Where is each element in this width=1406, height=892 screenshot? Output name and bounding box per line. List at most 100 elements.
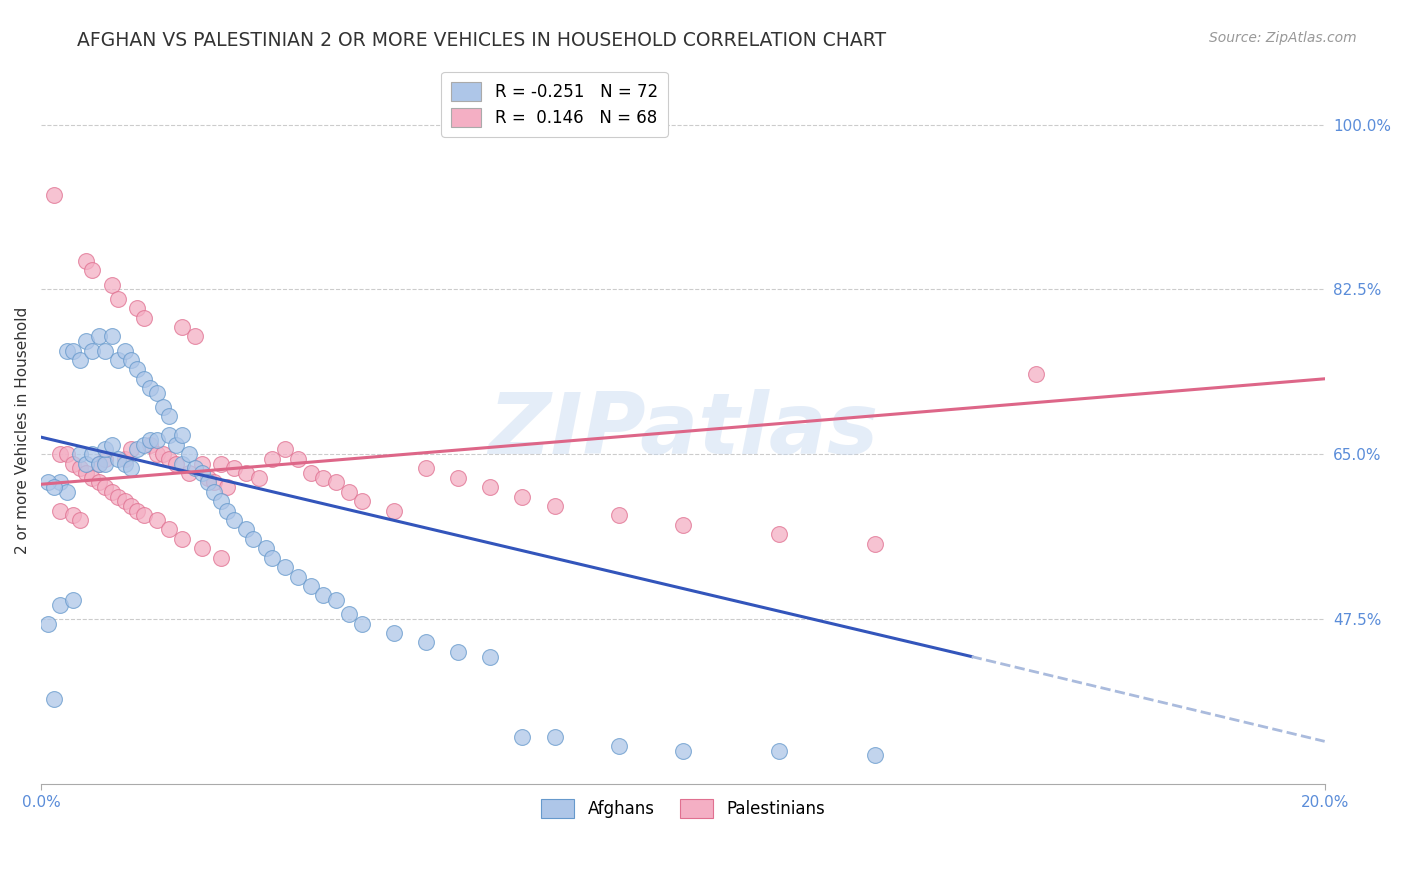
Point [87, 457, 110, 471]
Point [152, 400, 174, 414]
Point [107, 490, 129, 504]
Point [159, 409, 181, 424]
Point [127, 301, 149, 315]
Point [127, 362, 149, 376]
Point [120, 442, 142, 457]
Point [94, 343, 117, 358]
Point [172, 457, 194, 471]
Point [42, 188, 65, 202]
Point [172, 428, 194, 442]
Point [274, 560, 297, 574]
Point [865, 536, 887, 550]
Point [312, 588, 335, 602]
Point [75, 466, 97, 480]
Point [87, 457, 110, 471]
Point [299, 579, 322, 593]
Point [479, 480, 502, 494]
Point [114, 343, 136, 358]
Point [202, 475, 225, 490]
Point [62, 343, 84, 358]
Point [37, 616, 59, 631]
Point [242, 532, 264, 546]
Point [139, 438, 162, 452]
Text: Source: ZipAtlas.com: Source: ZipAtlas.com [1209, 31, 1357, 45]
Point [325, 593, 347, 607]
Point [172, 320, 194, 334]
Point [312, 471, 335, 485]
Point [209, 550, 232, 565]
Point [512, 730, 534, 744]
Point [415, 635, 437, 649]
Point [69, 513, 91, 527]
Point [87, 475, 110, 490]
Point [120, 461, 142, 475]
Point [114, 451, 136, 466]
Point [55, 343, 77, 358]
Point [145, 385, 167, 400]
Point [69, 353, 91, 368]
Point [177, 447, 200, 461]
Point [235, 466, 257, 480]
Point [114, 494, 136, 508]
Point [159, 428, 181, 442]
Point [190, 466, 212, 480]
Point [87, 329, 110, 343]
Point [107, 292, 129, 306]
Point [217, 503, 239, 517]
Point [274, 442, 297, 457]
Point [62, 593, 84, 607]
Point [107, 451, 129, 466]
Point [94, 457, 117, 471]
Point [184, 329, 207, 343]
Y-axis label: 2 or more Vehicles in Household: 2 or more Vehicles in Household [15, 307, 30, 554]
Point [49, 503, 72, 517]
Point [415, 461, 437, 475]
Point [100, 329, 122, 343]
Point [287, 569, 309, 583]
Point [159, 451, 181, 466]
Point [62, 457, 84, 471]
Point [607, 508, 630, 523]
Point [768, 527, 790, 541]
Point [350, 616, 373, 631]
Point [139, 381, 162, 395]
Point [69, 447, 91, 461]
Point [145, 513, 167, 527]
Point [82, 343, 104, 358]
Point [132, 508, 155, 523]
Point [94, 451, 117, 466]
Point [202, 484, 225, 499]
Point [235, 523, 257, 537]
Point [197, 471, 219, 485]
Point [543, 730, 565, 744]
Point [768, 744, 790, 758]
Point [75, 254, 97, 268]
Point [107, 353, 129, 368]
Point [1025, 367, 1047, 381]
Point [42, 480, 65, 494]
Point [222, 461, 245, 475]
Point [49, 447, 72, 461]
Point [120, 353, 142, 368]
Point [114, 457, 136, 471]
Point [287, 451, 309, 466]
Point [82, 471, 104, 485]
Point [479, 649, 502, 664]
Point [94, 442, 117, 457]
Point [209, 494, 232, 508]
Point [190, 541, 212, 556]
Point [254, 541, 277, 556]
Point [132, 310, 155, 325]
Point [82, 447, 104, 461]
Point [543, 499, 565, 513]
Point [607, 739, 630, 753]
Point [100, 277, 122, 292]
Point [159, 523, 181, 537]
Point [94, 480, 117, 494]
Point [165, 457, 187, 471]
Point [337, 484, 360, 499]
Point [145, 433, 167, 447]
Point [55, 447, 77, 461]
Point [865, 748, 887, 763]
Point [127, 503, 149, 517]
